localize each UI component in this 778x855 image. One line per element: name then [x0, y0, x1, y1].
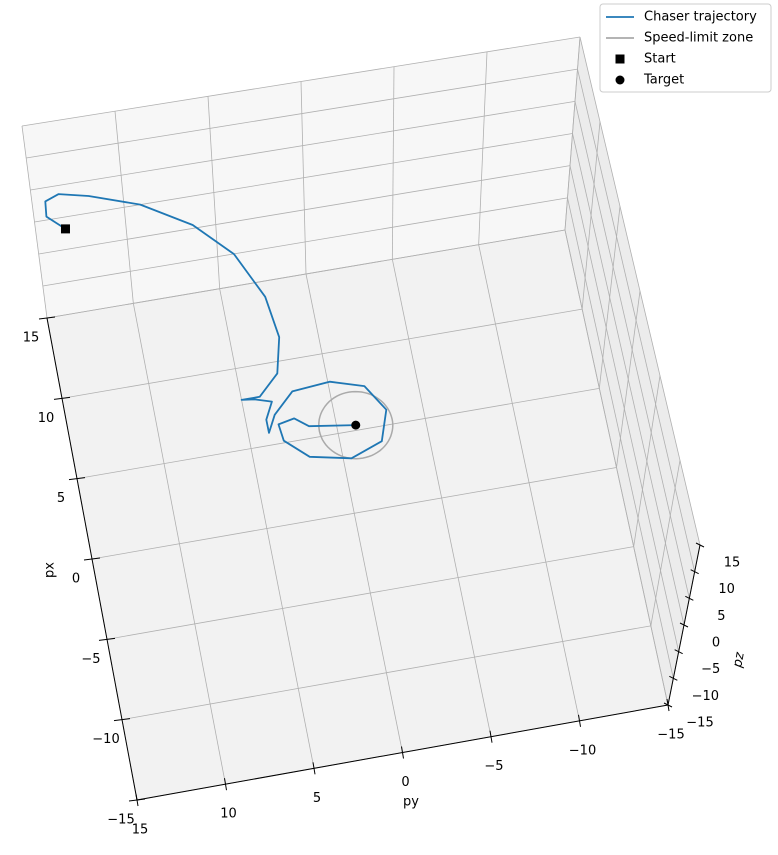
x-tick-label: −5 — [81, 652, 100, 667]
grid-line — [579, 36, 701, 546]
grid-line — [46, 229, 566, 319]
x-tick — [53, 396, 71, 400]
y-tick-label: −15 — [657, 728, 684, 743]
grid-line — [30, 100, 576, 191]
marks — [44, 193, 394, 460]
y-axis-label: py — [403, 795, 419, 810]
legend-label: Start — [644, 52, 676, 67]
start-marker — [60, 224, 70, 234]
x-tick-label: 5 — [57, 491, 65, 506]
grid-line — [572, 133, 685, 626]
y-tick-label: 10 — [220, 807, 237, 822]
grid-line — [567, 197, 674, 679]
legend: Chaser trajectory Speed-limit zone Start Ta… — [599, 3, 772, 93]
grid-line — [569, 165, 680, 652]
grid-line — [21, 36, 581, 127]
trajectory-line — [44, 193, 388, 460]
z-tick-label: 15 — [724, 556, 741, 571]
grid-line — [132, 303, 226, 785]
x-tick — [113, 718, 131, 722]
y-tick-label: 0 — [401, 775, 409, 790]
y-tick-label: −5 — [484, 759, 503, 774]
floor-pane — [47, 230, 668, 800]
x-tick — [83, 557, 101, 561]
z-tick-label: 0 — [712, 636, 720, 651]
grid: −15−10−5051015−15−10−5051015−15−10−50510… — [21, 36, 741, 838]
target-marker — [351, 420, 361, 430]
z-tick — [685, 595, 694, 601]
y-tick-label: 15 — [132, 823, 149, 838]
grid-line — [305, 273, 403, 753]
x-tick-label: 0 — [72, 572, 80, 587]
z-tick — [695, 542, 705, 548]
grid-line — [34, 133, 573, 223]
x-tick — [98, 637, 116, 641]
grid-line — [577, 69, 696, 572]
x-tick — [38, 316, 56, 320]
z-tick-label: 5 — [717, 609, 725, 624]
grid-line — [26, 68, 578, 159]
z-tick-label: 10 — [718, 582, 735, 597]
y-tick — [578, 714, 581, 727]
x-axis-label: px — [43, 562, 58, 578]
y-tick — [312, 762, 316, 775]
z-axis-label: pz — [730, 650, 748, 670]
z-tick — [690, 569, 699, 575]
grid-line — [564, 229, 669, 706]
y-tick-label: 5 — [313, 791, 321, 806]
grid-line — [391, 259, 492, 737]
legend-label: Target — [643, 73, 684, 88]
legend-box — [599, 3, 772, 93]
grid-line — [38, 165, 571, 255]
grid-line — [42, 197, 568, 287]
y-tick — [401, 746, 404, 759]
legend-swatch — [615, 75, 625, 85]
y-tick — [489, 730, 493, 743]
grid-line — [219, 288, 315, 769]
z-tick-label: −5 — [701, 662, 720, 677]
panes — [22, 37, 700, 800]
grid-line — [574, 101, 690, 599]
legend-label: Speed-limit zone — [644, 31, 753, 46]
z-tick-label: −10 — [692, 689, 719, 704]
x-tick-label: 10 — [38, 411, 55, 426]
z-tick — [679, 622, 689, 628]
legend-label: Chaser trajectory — [644, 10, 757, 25]
grid-line — [478, 244, 580, 721]
y-tick — [135, 793, 139, 807]
y-tick-label: −10 — [569, 743, 596, 758]
x-tick — [68, 477, 86, 481]
x-tick-label: −15 — [107, 813, 134, 828]
x-tick-label: 15 — [23, 331, 40, 346]
back-pane — [22, 37, 580, 318]
legend-swatch — [615, 54, 625, 64]
y-tick — [224, 778, 227, 791]
z-tick — [669, 675, 678, 681]
speed-limit-zone — [318, 390, 394, 460]
z-tick-label: −15 — [686, 716, 713, 731]
x-tick-label: −10 — [92, 732, 119, 747]
z-tick — [674, 649, 683, 655]
z-tick — [663, 702, 673, 708]
